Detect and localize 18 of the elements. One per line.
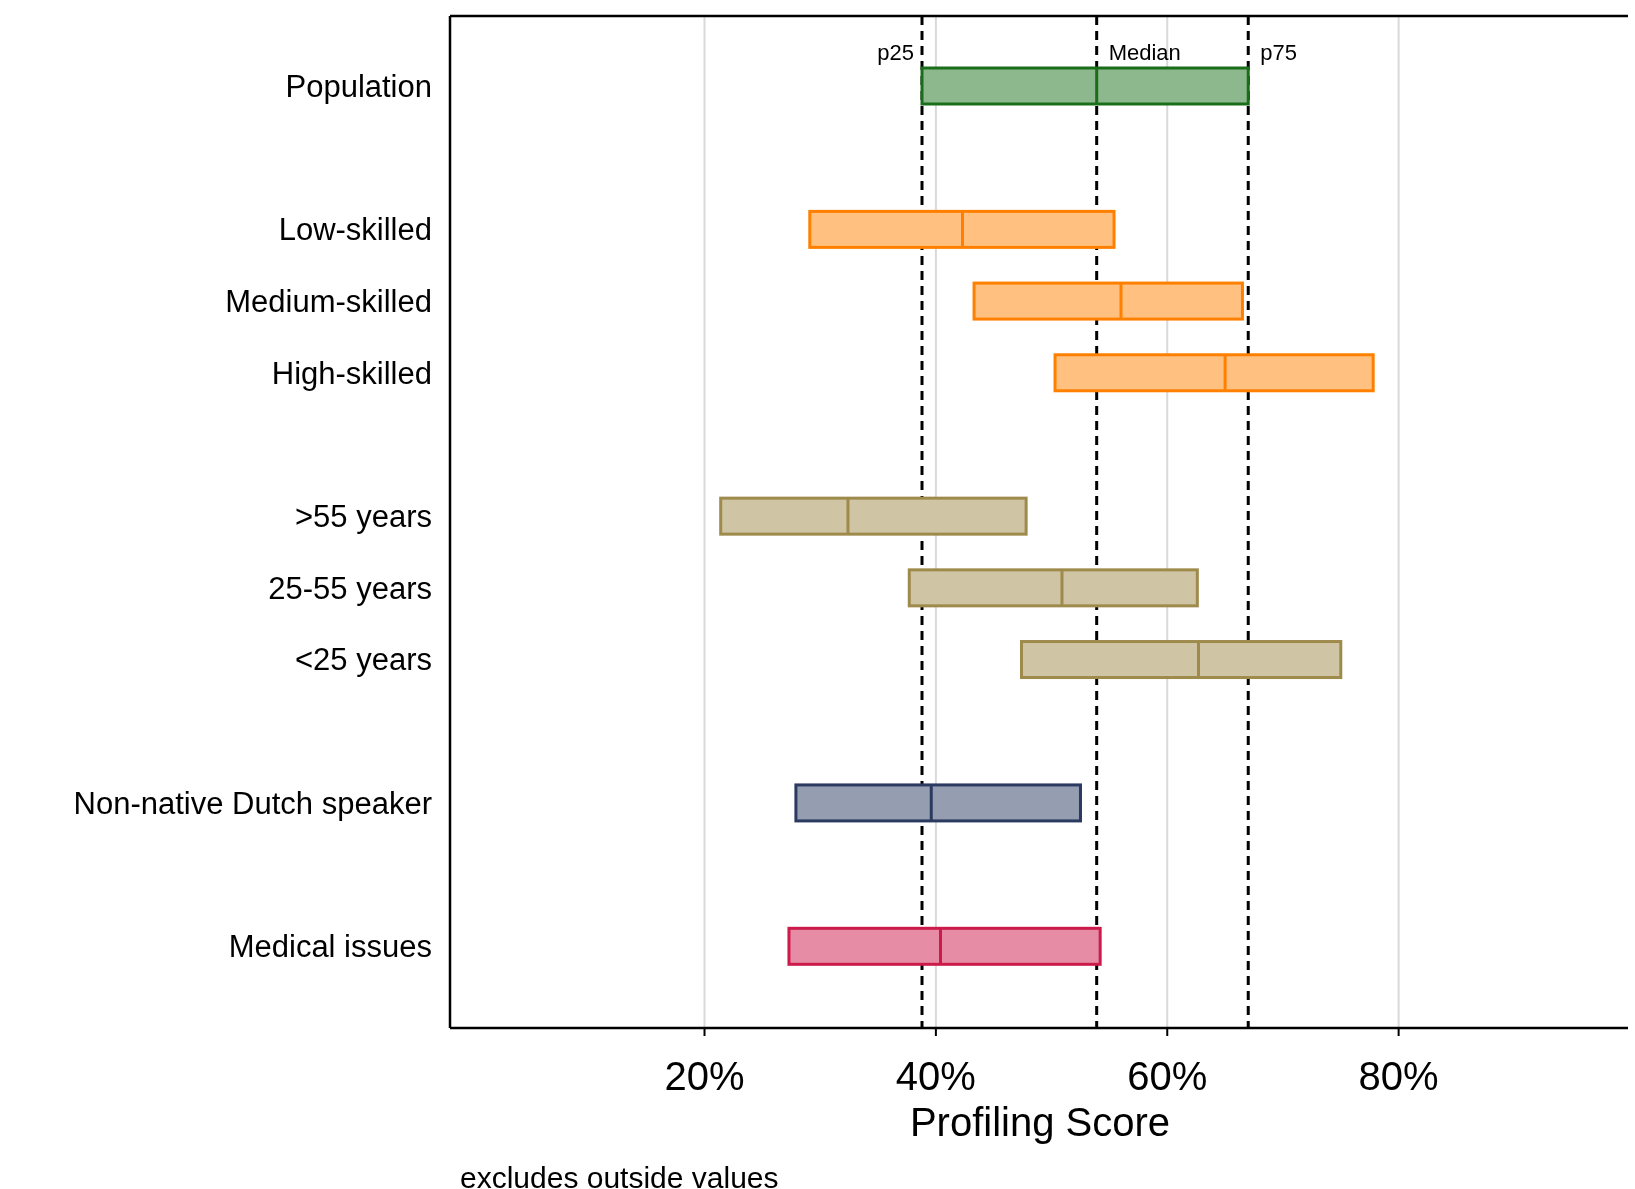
x-tick-label: 60%	[1127, 1054, 1208, 1098]
ref-line-label: p25	[877, 40, 914, 65]
y-tick-label: Population	[285, 68, 432, 104]
y-tick-label: High-skilled	[271, 355, 432, 391]
y-tick-label: Medical issues	[228, 929, 432, 965]
y-tick-label: <25 years	[294, 642, 432, 678]
y-tick-label: Medium-skilled	[225, 283, 432, 319]
y-tick-label: >55 years	[294, 499, 432, 534]
x-tick-label: 40%	[895, 1054, 976, 1098]
ref-line-label: p75	[1260, 40, 1297, 65]
y-tick-label: Non-native Dutch speaker	[73, 785, 432, 821]
y-tick-label: 25-55 years	[268, 570, 432, 606]
x-axis-title: Profiling Score	[909, 1100, 1171, 1144]
x-tick-label: 80%	[1358, 1054, 1439, 1098]
x-tick-label: 20%	[664, 1054, 745, 1098]
y-tick-label: Low-skilled	[278, 212, 432, 248]
text: excludes outside values	[460, 1161, 779, 1189]
ref-line-label: Median	[1108, 40, 1181, 65]
